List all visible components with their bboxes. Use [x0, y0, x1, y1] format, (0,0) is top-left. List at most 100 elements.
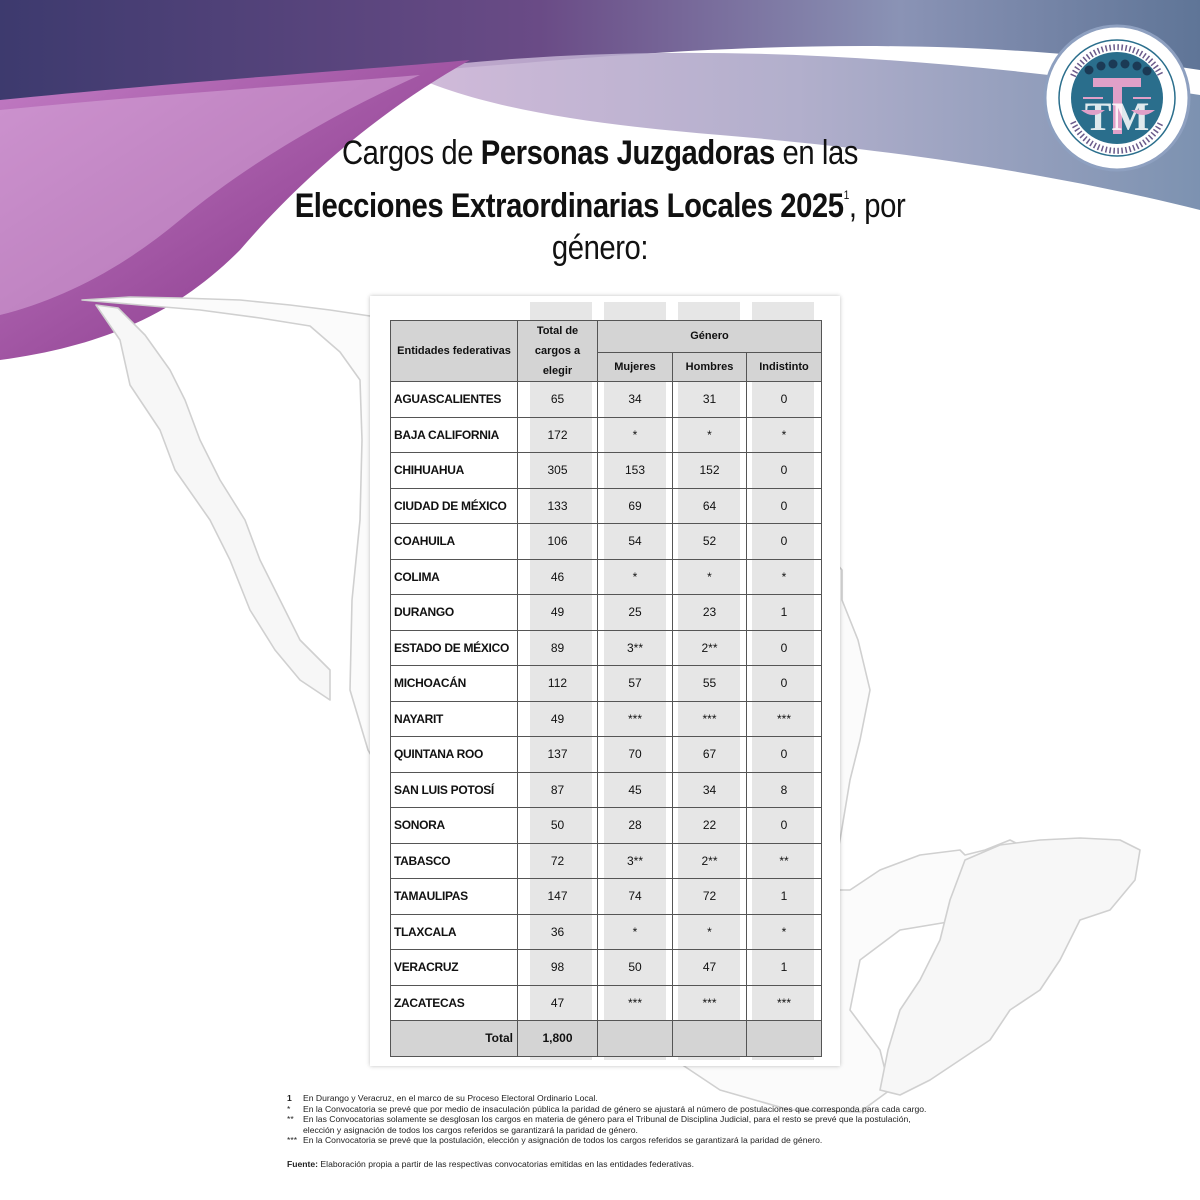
men-cell: 23	[672, 594, 747, 631]
table-row: CHIHUAHUA 305 153 152 0	[390, 452, 822, 489]
indistinct-cell: 1	[746, 878, 822, 915]
indistinct-cell: *	[746, 416, 822, 453]
header-women: Mujeres	[597, 351, 673, 383]
indistinct-cell: 0	[746, 629, 822, 666]
women-cell: *	[597, 913, 673, 950]
positions-table: Entidades federativas Total de cargos a …	[390, 320, 822, 1057]
total-cell: 50	[517, 807, 598, 844]
women-cell: 70	[597, 736, 673, 773]
women-cell: 28	[597, 807, 673, 844]
indistinct-cell: 0	[746, 487, 822, 524]
total-cell: 112	[517, 665, 598, 702]
footnote: ** En las Convocatorias solamente se desg…	[287, 1114, 927, 1135]
table-row: COLIMA 46 * * *	[390, 558, 822, 595]
women-cell: *	[597, 416, 673, 453]
indistinct-cell: 0	[746, 452, 822, 489]
men-cell: ***	[672, 984, 747, 1021]
entity-cell: VERACRUZ	[390, 949, 518, 986]
women-cell: 3**	[597, 629, 673, 666]
indistinct-cell: 0	[746, 381, 822, 418]
total-row: Total 1,800	[390, 1020, 822, 1057]
women-cell: ***	[597, 984, 673, 1021]
indistinct-cell: 1	[746, 594, 822, 631]
total-empty-cell	[746, 1020, 822, 1057]
association-logo: TM	[1043, 24, 1191, 172]
entity-cell: COLIMA	[390, 558, 518, 595]
total-cell: 47	[517, 984, 598, 1021]
table-row: MICHOACÁN 112 57 55 0	[390, 665, 822, 702]
indistinct-cell: *	[746, 913, 822, 950]
total-empty-cell	[597, 1020, 673, 1057]
entity-cell: TABASCO	[390, 842, 518, 879]
women-cell: ***	[597, 700, 673, 737]
source-note: Fuente: Elaboración propia a partir de l…	[287, 1159, 927, 1170]
footnote-mark: *	[287, 1103, 291, 1114]
women-cell: 34	[597, 381, 673, 418]
total-cell: 305	[517, 452, 598, 489]
total-cell: 87	[517, 771, 598, 808]
total-cell: 133	[517, 487, 598, 524]
table-card: Entidades federativas Total de cargos a …	[370, 296, 840, 1066]
table-row: CIUDAD DE MÉXICO 133 69 64 0	[390, 487, 822, 524]
title-line-2: Elecciones Extraordinarias Locales 20251…	[294, 187, 906, 267]
table-row: TLAXCALA 36 * * *	[390, 913, 822, 950]
men-cell: *	[672, 913, 747, 950]
table-row: ZACATECAS 47 *** *** ***	[390, 984, 822, 1021]
men-cell: 64	[672, 487, 747, 524]
header-indistinct: Indistinto	[746, 351, 822, 383]
men-cell: *	[672, 416, 747, 453]
women-cell: 69	[597, 487, 673, 524]
footnote: *** En la Convocatoria se prevé que la po…	[287, 1135, 927, 1146]
men-cell: 31	[672, 381, 747, 418]
footnote-mark: 1	[287, 1093, 292, 1103]
footnote-mark: **	[287, 1114, 294, 1125]
men-cell: 152	[672, 452, 747, 489]
total-cell: 147	[517, 878, 598, 915]
table-row: QUINTANA ROO 137 70 67 0	[390, 736, 822, 773]
entity-cell: ZACATECAS	[390, 984, 518, 1021]
page-title: Cargos de Personas Juzgadoras en las Ele…	[256, 132, 944, 269]
women-cell: 50	[597, 949, 673, 986]
entity-cell: NAYARIT	[390, 700, 518, 737]
total-cell: 49	[517, 700, 598, 737]
entity-cell: QUINTANA ROO	[390, 736, 518, 773]
table-row: AGUASCALIENTES 65 34 31 0	[390, 381, 822, 418]
entity-cell: TAMAULIPAS	[390, 878, 518, 915]
men-cell: 55	[672, 665, 747, 702]
total-cell: 98	[517, 949, 598, 986]
indistinct-cell: 0	[746, 523, 822, 560]
women-cell: 3**	[597, 842, 673, 879]
title-footnote-mark: 1	[843, 188, 850, 202]
indistinct-cell: 0	[746, 665, 822, 702]
table-row: DURANGO 49 25 23 1	[390, 594, 822, 631]
footnote-list: 1 En Durango y Veracruz, en el marco de s…	[287, 1093, 927, 1146]
women-cell: 74	[597, 878, 673, 915]
indistinct-cell: 0	[746, 736, 822, 773]
entity-cell: TLAXCALA	[390, 913, 518, 950]
men-cell: 47	[672, 949, 747, 986]
total-empty-cell	[672, 1020, 747, 1057]
men-cell: 72	[672, 878, 747, 915]
indistinct-cell: 1	[746, 949, 822, 986]
total-cell: 106	[517, 523, 598, 560]
total-cell: 65	[517, 381, 598, 418]
entity-cell: DURANGO	[390, 594, 518, 631]
table-row: SONORA 50 28 22 0	[390, 807, 822, 844]
seal-monogram: TM	[1085, 94, 1149, 139]
entity-cell: CIUDAD DE MÉXICO	[390, 487, 518, 524]
source-label: Fuente:	[287, 1158, 319, 1169]
left-light-swoosh	[0, 75, 420, 315]
association-seal-icon: TM	[1043, 24, 1191, 172]
table-row: TABASCO 72 3** 2** **	[390, 842, 822, 879]
table-row: COAHUILA 106 54 52 0	[390, 523, 822, 560]
total-cell: 172	[517, 416, 598, 453]
header-gender: Género	[597, 320, 822, 353]
table-row: ESTADO DE MÉXICO 89 3** 2** 0	[390, 629, 822, 666]
header-total: Total de cargos a elegir	[517, 320, 598, 382]
men-cell: 22	[672, 807, 747, 844]
total-cell: 72	[517, 842, 598, 879]
title-bold-1: Personas Juzgadoras	[480, 134, 776, 172]
footnote-text: En Durango y Veracruz, en el marco de su…	[303, 1093, 598, 1103]
men-cell: ***	[672, 700, 747, 737]
table-row: VERACRUZ 98 50 47 1	[390, 949, 822, 986]
